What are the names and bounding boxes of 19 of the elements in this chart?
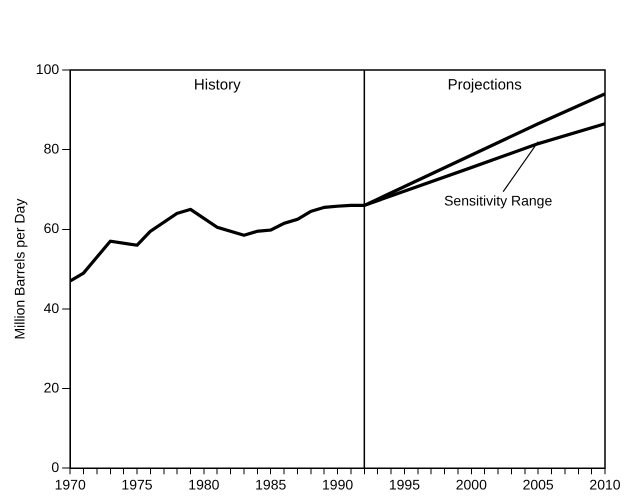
annotation: Sensitivity Range	[444, 192, 552, 209]
x-tick-label: 1975	[121, 476, 153, 492]
y-tick-label: 0	[51, 459, 60, 476]
x-tick-label: 1995	[388, 476, 420, 492]
y-tick-label: 100	[36, 60, 60, 77]
y-tick-label: 40	[44, 300, 60, 316]
y-tick-label: 60	[44, 220, 60, 236]
y-tick-label: 20	[44, 379, 60, 396]
y-axis-title: Million Barrels per Day	[11, 198, 28, 340]
x-tick-label: 1990	[322, 476, 354, 492]
annotation: Projections	[448, 76, 522, 94]
x-tick-label: 2010	[589, 476, 621, 492]
y-tick-label: 80	[44, 140, 60, 156]
x-tick-label: 1980	[188, 476, 220, 492]
x-tick-label: 1970	[54, 476, 86, 492]
annotation: History	[194, 76, 242, 94]
x-tick-label: 2005	[522, 476, 554, 492]
x-tick-label: 1985	[255, 476, 287, 492]
x-tick-label: 2000	[456, 476, 488, 492]
